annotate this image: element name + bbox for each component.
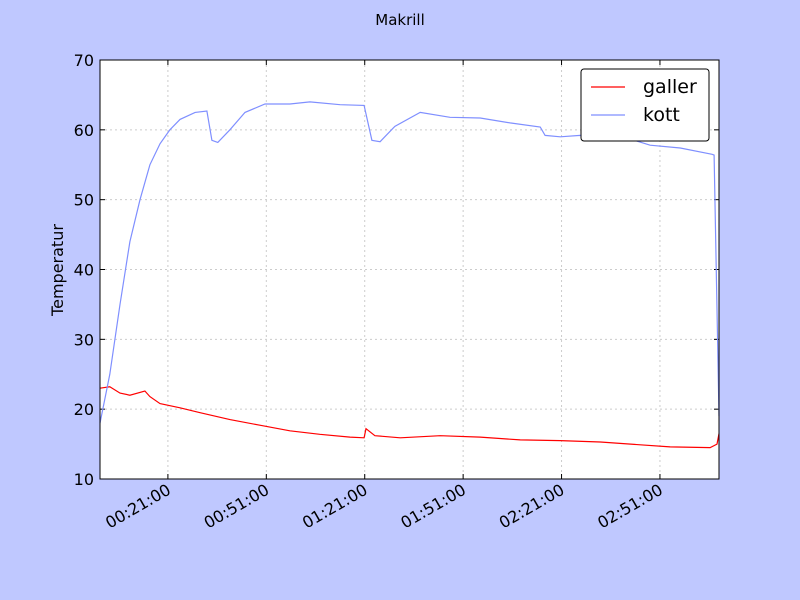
y-axis-label: Temperatur: [48, 224, 67, 317]
x-tick-label: 02:51:00: [594, 480, 666, 532]
legend-label: kott: [643, 104, 680, 126]
chart-title: Makrill: [375, 11, 425, 29]
y-tick-label: 20: [74, 400, 94, 419]
y-tick-label: 30: [74, 330, 94, 349]
x-tick-label: 02:21:00: [496, 480, 568, 532]
legend-label: galler: [643, 76, 697, 98]
y-tick-label: 40: [74, 261, 94, 280]
x-tick-label: 00:21:00: [102, 480, 174, 532]
y-tick-label: 60: [74, 121, 94, 140]
data-line: [99, 386, 720, 449]
legend: galler kott: [580, 68, 710, 142]
y-tick-label: 10: [74, 470, 94, 489]
plot-frame: [99, 59, 720, 480]
y-tick-label: 70: [74, 51, 94, 70]
x-tick-label: 01:51:00: [397, 480, 469, 532]
x-tick-label: 01:21:00: [299, 480, 371, 532]
y-tick-label: 50: [74, 191, 94, 210]
x-tick-label: 00:51:00: [201, 480, 273, 532]
